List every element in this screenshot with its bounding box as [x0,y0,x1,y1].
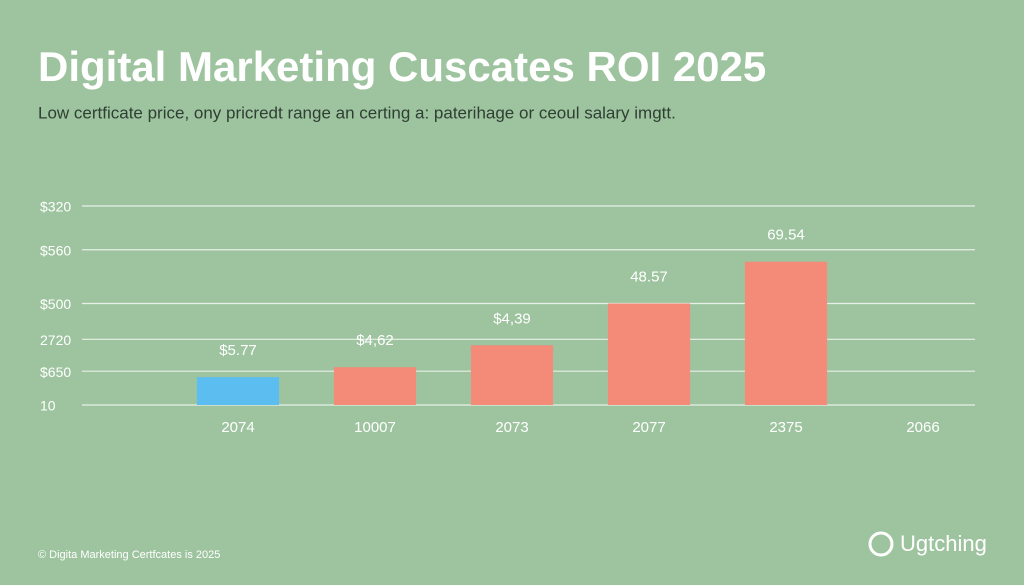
annotation: 48.57 [630,268,668,285]
x-tick-label: 2066 [906,419,939,436]
y-tick-label: $320 [40,199,71,215]
x-tick-label: 2375 [769,419,802,436]
y-tick-label: 10 [40,398,56,414]
y-tick-label: $500 [40,296,71,312]
annotation: $4,39 [493,310,531,327]
bar [744,261,828,405]
footer: © Digita Marketing Certfcates is 2025 [38,549,220,561]
x-tick-label: 2073 [495,419,528,436]
x-tick-label: 10007 [354,419,396,436]
y-tick-label: $560 [40,242,71,258]
logo: Ugtching [868,531,987,557]
x-tick-label: 2074 [221,419,254,436]
x-tick-label: 2077 [632,419,665,436]
bar [470,345,554,405]
y-tick-label: 2720 [40,332,71,348]
annotation: $5.77 [219,342,257,359]
bar [196,377,280,405]
bar [333,367,417,405]
bar [607,303,691,405]
annotation: $4,62 [356,332,394,349]
y-tick-label: $650 [40,364,71,380]
logo-icon [868,531,894,557]
logo-text: Ugtching [900,531,987,556]
annotation: 69.54 [767,227,805,244]
chart-title: Digital Marketing Cuscates ROI 2025 [38,43,766,90]
chart-subtitle: Low certficate price, ony pricredt range… [38,103,676,122]
